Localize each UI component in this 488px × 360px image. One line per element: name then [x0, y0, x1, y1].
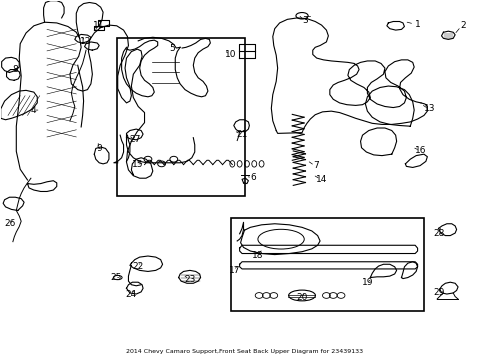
Text: 26: 26 — [5, 219, 16, 228]
Text: 1: 1 — [414, 19, 420, 28]
Text: 13: 13 — [423, 104, 435, 113]
Text: 23: 23 — [184, 275, 195, 284]
Text: 15: 15 — [131, 160, 142, 169]
Text: 4: 4 — [31, 105, 37, 114]
Text: 29: 29 — [432, 288, 444, 297]
Text: 10: 10 — [224, 50, 236, 59]
Text: 19: 19 — [361, 278, 372, 287]
Text: 16: 16 — [414, 146, 426, 155]
Text: 22: 22 — [132, 262, 143, 271]
Text: 7: 7 — [312, 161, 318, 170]
Text: 28: 28 — [432, 229, 444, 238]
Text: 17: 17 — [228, 266, 240, 275]
Text: 3: 3 — [302, 16, 308, 25]
Bar — [117, 39, 245, 196]
Text: 2014 Chevy Camaro Support,Front Seat Back Upper Diagram for 23439133: 2014 Chevy Camaro Support,Front Seat Bac… — [126, 349, 362, 354]
Bar — [230, 218, 423, 311]
Text: 20: 20 — [296, 293, 307, 302]
Text: 25: 25 — [110, 273, 121, 282]
Text: 5: 5 — [169, 44, 175, 53]
Text: 6: 6 — [250, 173, 256, 182]
Text: 14: 14 — [315, 175, 326, 184]
Text: 12: 12 — [80, 37, 92, 46]
Text: 11: 11 — [92, 21, 104, 30]
Text: 2: 2 — [459, 21, 465, 30]
Text: 18: 18 — [252, 251, 264, 260]
Text: 24: 24 — [125, 289, 137, 298]
Text: 27: 27 — [129, 135, 141, 144]
Text: 9: 9 — [96, 144, 102, 153]
Text: 8: 8 — [12, 65, 18, 74]
Text: 21: 21 — [235, 130, 247, 139]
